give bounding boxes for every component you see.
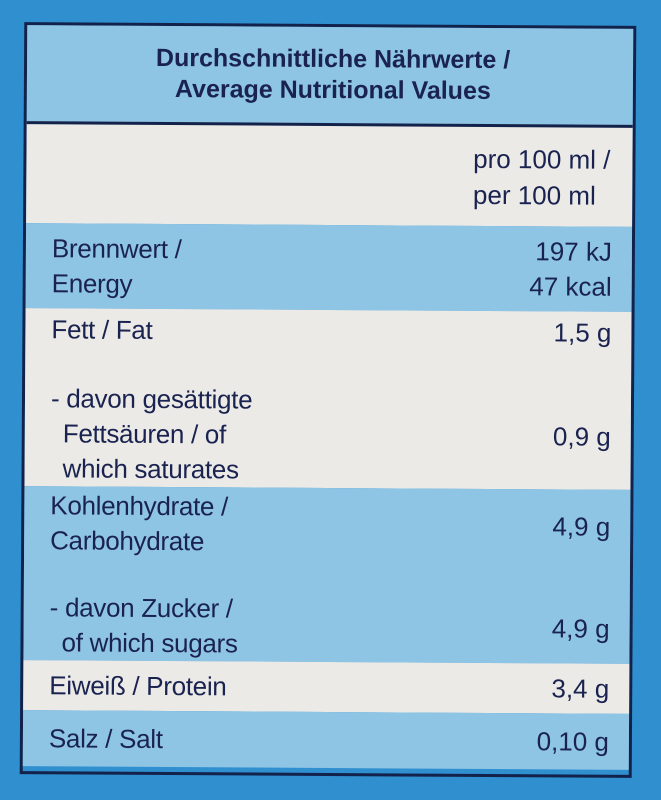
fat-label: Fett / Fat <box>51 314 153 345</box>
energy-label-de: Brennwert / <box>51 232 182 264</box>
per-100ml-en: per 100 ml <box>472 179 596 211</box>
salt-value: 0,10 g <box>536 725 610 757</box>
carbohydrate-row: Kohlenhydrate / Carbohydrate 4,9 g - dav… <box>23 486 631 664</box>
energy-label: Brennwert / Energy <box>52 231 182 302</box>
carbohydrate-value: 4,9 g <box>552 510 611 542</box>
sugars-line2: of which sugars <box>61 627 238 659</box>
carbohydrate-label-de: Kohlenhydrate / <box>50 490 229 522</box>
title-english: Average Nutritional Values <box>174 75 491 105</box>
fat-row: Fett / Fat 1,5 g - davon gesättigte Fett… <box>24 308 632 490</box>
saturates-label: - davon gesättigte Fettsäuren / of which… <box>50 381 252 487</box>
carbohydrate-main: Kohlenhydrate / Carbohydrate 4,9 g <box>50 488 610 561</box>
per-100ml-de: pro 100 ml / <box>473 143 611 175</box>
column-header-row: pro 100 ml / per 100 ml <box>26 121 633 227</box>
protein-value: 3,4 g <box>551 672 610 704</box>
carbohydrate-label: Kohlenhydrate / Carbohydrate <box>50 488 228 559</box>
sugars-value: 4,9 g <box>551 612 610 644</box>
energy-kcal-value: 47 kcal <box>529 270 612 302</box>
sugars-label: - davon Zucker / of which sugars <box>49 590 238 661</box>
title-german: Durchschnittliche Nährwerte / <box>155 43 511 75</box>
saturates-line3: which saturates <box>62 453 239 485</box>
table-header: Durchschnittliche Nährwerte / Average Nu… <box>26 25 634 125</box>
energy-values: 197 kJ 47 kcal <box>529 234 612 305</box>
fat-value: 1,5 g <box>553 317 612 348</box>
sugars-block: - davon Zucker / of which sugars 4,9 g <box>49 590 610 663</box>
nutrition-table: Durchschnittliche Nährwerte / Average Nu… <box>19 22 637 778</box>
salt-row: Salz / Salt 0,10 g <box>22 710 630 770</box>
protein-label: Eiweiß / Protein <box>49 669 227 701</box>
energy-label-en: Energy <box>51 267 133 299</box>
salt-label: Salz / Salt <box>48 722 163 754</box>
saturates-line2: Fettsäuren / of <box>62 418 227 450</box>
carbohydrate-label-en: Carbohydrate <box>50 525 205 557</box>
energy-row: Brennwert / Energy 197 kJ 47 kcal <box>25 223 633 312</box>
per-100ml-label: pro 100 ml / per 100 ml <box>473 140 613 213</box>
saturates-value: 0,9 g <box>552 421 611 452</box>
energy-kj-value: 197 kJ <box>535 235 613 267</box>
sugars-line1: - davon Zucker / <box>49 592 233 624</box>
saturates-block: - davon gesättigte Fettsäuren / of which… <box>50 381 611 489</box>
saturates-line1: - davon gesättigte <box>50 383 253 415</box>
protein-row: Eiweiß / Protein 3,4 g <box>23 660 630 714</box>
fat-main: Fett / Fat 1,5 g <box>51 312 611 350</box>
